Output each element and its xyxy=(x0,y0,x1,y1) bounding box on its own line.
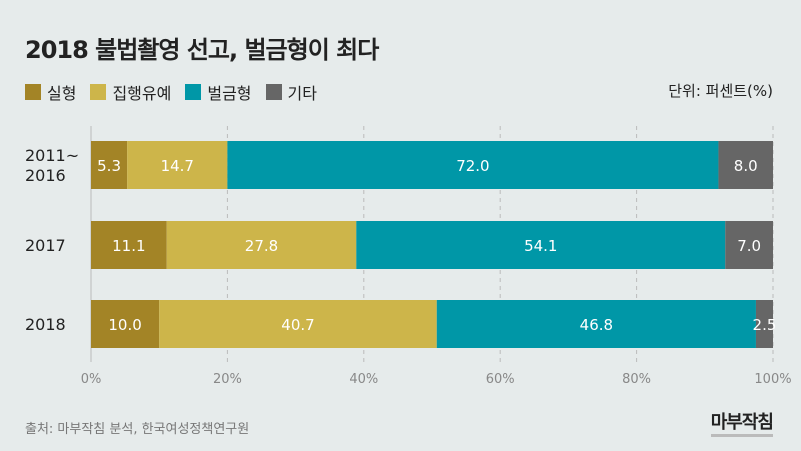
bar-segment xyxy=(127,141,228,189)
legend-label: 집행유예 xyxy=(112,84,172,103)
bar-segment xyxy=(718,141,773,189)
bar-segment xyxy=(91,221,167,269)
x-tick-label: 20% xyxy=(213,372,242,387)
x-tick-label: 40% xyxy=(349,372,378,387)
legend-swatch xyxy=(185,84,202,100)
data-label: 8.0 xyxy=(734,157,758,175)
bar-segment xyxy=(436,300,756,348)
legend-swatch xyxy=(90,84,107,100)
data-label: 10.0 xyxy=(108,316,141,334)
x-tick-label: 60% xyxy=(486,372,515,387)
chart-title: 2018 불법촬영 선고, 벌금형이 최다 xyxy=(25,36,379,64)
bar-segment xyxy=(159,300,437,348)
bar-segment xyxy=(91,141,128,189)
bar-segment xyxy=(725,221,773,269)
x-tick-label: 80% xyxy=(622,372,651,387)
data-label: 27.8 xyxy=(245,237,278,255)
data-label: 5.3 xyxy=(97,157,121,175)
data-label: 72.0 xyxy=(456,157,489,175)
legend-label: 벌금형 xyxy=(207,84,252,103)
legend-swatch xyxy=(25,84,41,100)
bar-segment xyxy=(227,141,719,189)
legend: 실형 집행유예 벌금형 기타 xyxy=(25,80,317,104)
data-label: 7.0 xyxy=(737,237,761,255)
legend-item: 기타 xyxy=(265,80,317,104)
legend-item: 벌금형 xyxy=(185,80,252,104)
category-label: 2017 xyxy=(25,236,66,255)
data-label: 46.8 xyxy=(580,316,613,334)
bar-segment xyxy=(166,221,357,269)
legend-swatch xyxy=(265,84,282,100)
x-tick-label: 0% xyxy=(81,372,102,387)
legend-label: 실형 xyxy=(47,84,77,103)
legend-label: 기타 xyxy=(287,84,317,103)
bar-segment xyxy=(755,300,773,348)
legend-item: 집행유예 xyxy=(90,80,171,104)
data-label: 2.5 xyxy=(753,316,777,334)
source-note: 출처: 마부작침 분석, 한국여성정책연구원 xyxy=(25,422,250,437)
data-label: 54.1 xyxy=(524,237,557,255)
category-label: 2018 xyxy=(25,315,66,334)
legend-item: 실형 xyxy=(25,80,76,104)
data-label: 11.1 xyxy=(112,237,145,255)
bar-segment xyxy=(356,221,726,269)
data-label: 14.7 xyxy=(161,157,194,175)
logo: 마부작침 xyxy=(710,408,774,437)
unit-label: 단위: 퍼센트(%) xyxy=(668,82,773,100)
x-tick-label: 100% xyxy=(754,372,791,387)
category-label: 2016 xyxy=(25,166,66,185)
category-label: 2011~ xyxy=(25,146,79,165)
bar-segment xyxy=(91,300,160,348)
data-label: 40.7 xyxy=(281,316,314,334)
